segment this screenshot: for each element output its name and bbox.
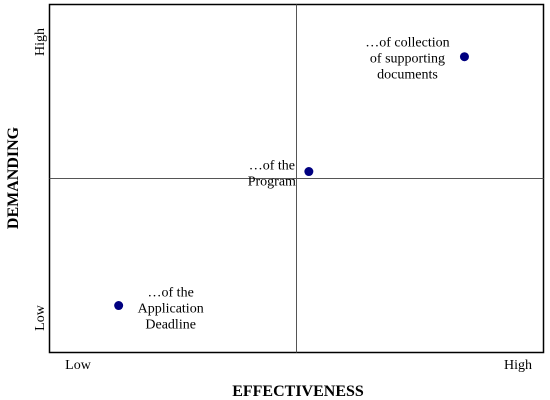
data-point-3: [114, 301, 124, 311]
data-point-label-1: …of collection of supporting documents: [365, 36, 449, 83]
data-point-label-line: Application: [138, 302, 204, 317]
y-tick-label-low: Low: [33, 304, 48, 331]
x-tick-label-low: Low: [65, 358, 92, 373]
data-point-label-line: documents: [377, 68, 438, 83]
data-point-label-line: …of the: [249, 159, 295, 174]
points-layer: …of collection of supporting documents…of …: [114, 36, 469, 333]
data-point-label-3: …of the Application Deadline: [138, 286, 204, 333]
data-point-label-line: Deadline: [145, 318, 196, 333]
x-tick-label-high: High: [504, 358, 532, 373]
data-point-label-line: of supporting: [370, 52, 445, 67]
data-point-label-line: Program: [248, 175, 296, 190]
data-point-label-line: …of collection: [365, 36, 449, 51]
data-point-label-line: …of the: [148, 286, 194, 301]
x-axis-title: EFFECTIVENESS: [232, 383, 364, 400]
y-axis-title: DEMANDING: [5, 126, 22, 229]
data-point-1: [459, 52, 469, 62]
y-tick-label-high: High: [33, 28, 48, 56]
data-point-label-2: …of the Program: [248, 159, 296, 190]
data-point-2: [304, 167, 314, 177]
